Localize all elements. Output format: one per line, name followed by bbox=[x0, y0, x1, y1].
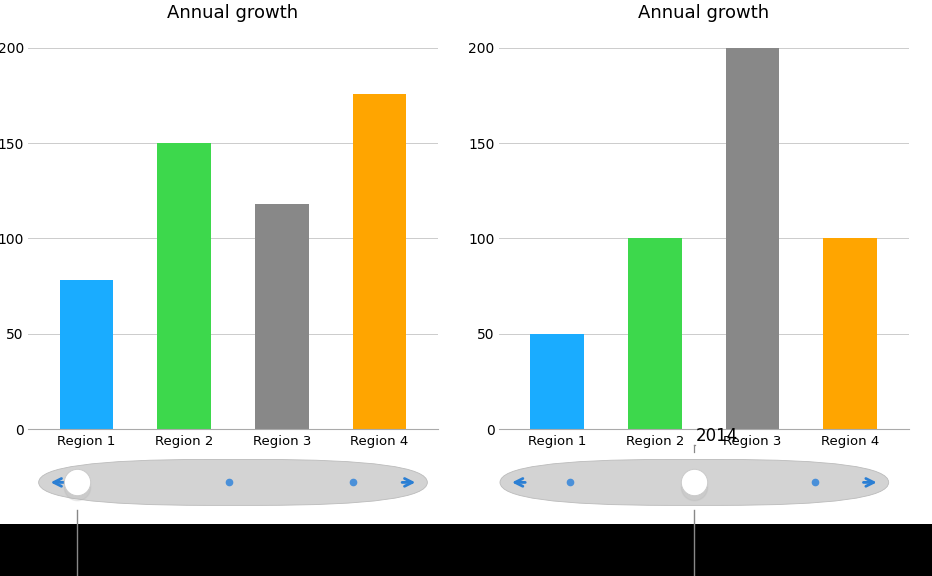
Bar bbox=[530, 334, 584, 429]
FancyBboxPatch shape bbox=[500, 460, 889, 505]
Title: Annual growth: Annual growth bbox=[168, 3, 298, 22]
Bar bbox=[158, 143, 211, 429]
Text: 2014: 2014 bbox=[696, 427, 738, 445]
Bar bbox=[255, 204, 308, 429]
Bar bbox=[60, 281, 114, 429]
FancyBboxPatch shape bbox=[38, 460, 428, 505]
Text: 2013: 2013 bbox=[212, 491, 254, 509]
Bar bbox=[628, 238, 681, 429]
Bar bbox=[823, 238, 877, 429]
Title: Annual growth: Annual growth bbox=[638, 3, 769, 22]
Bar bbox=[352, 94, 406, 429]
Bar bbox=[726, 48, 779, 429]
